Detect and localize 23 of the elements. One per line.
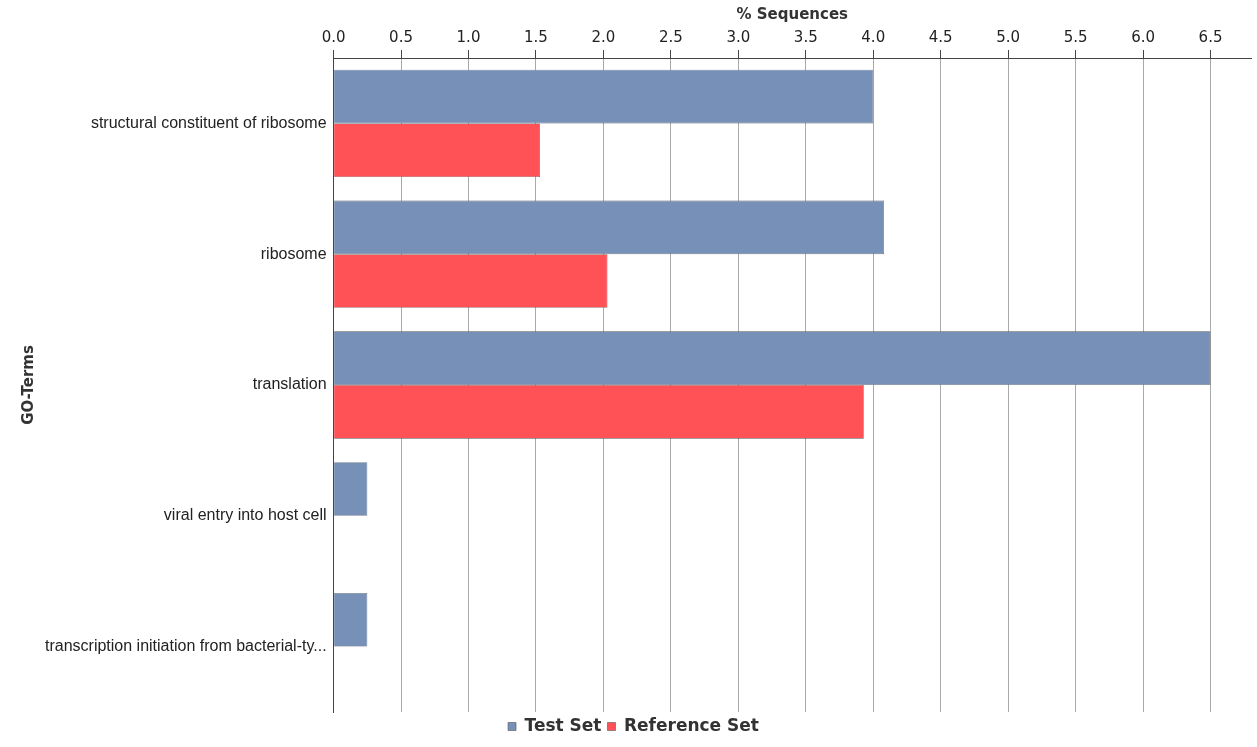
legend-label: Reference Set	[623, 714, 759, 735]
x-tick-label: 1.5	[524, 27, 548, 46]
legend-label: Test Set	[524, 714, 602, 735]
y-tick-label: viral entry into host cell	[163, 506, 327, 524]
x-tick-label: 6.5	[1198, 27, 1223, 46]
x-tick-label: 5.5	[1063, 27, 1088, 46]
x-axis-title: % Sequences	[736, 4, 849, 23]
y-tick-label: structural constituent of ribosome	[90, 113, 327, 131]
x-tick-label: 5.0	[996, 27, 1021, 46]
x-tick-label: 1.0	[456, 27, 481, 46]
x-tick-label: 6.0	[1131, 27, 1155, 46]
x-tick-label: 4.0	[861, 27, 886, 46]
y-tick-label: transcription initiation from bacterial-ty...	[44, 637, 327, 655]
y-tick-label: ribosome	[260, 244, 327, 262]
y-axis-title: GO-Terms	[18, 345, 37, 425]
x-tick-label: 4.5	[928, 27, 953, 46]
y-tick-label: translation	[252, 375, 327, 393]
x-tick-label: 0.5	[389, 27, 413, 46]
x-tick-label: 2.0	[591, 27, 616, 46]
x-tick-label: 2.5	[658, 27, 683, 46]
x-tick-label: 0.0	[321, 27, 346, 46]
x-tick-label: 3.0	[726, 27, 751, 46]
x-tick-label: 3.5	[793, 27, 818, 46]
